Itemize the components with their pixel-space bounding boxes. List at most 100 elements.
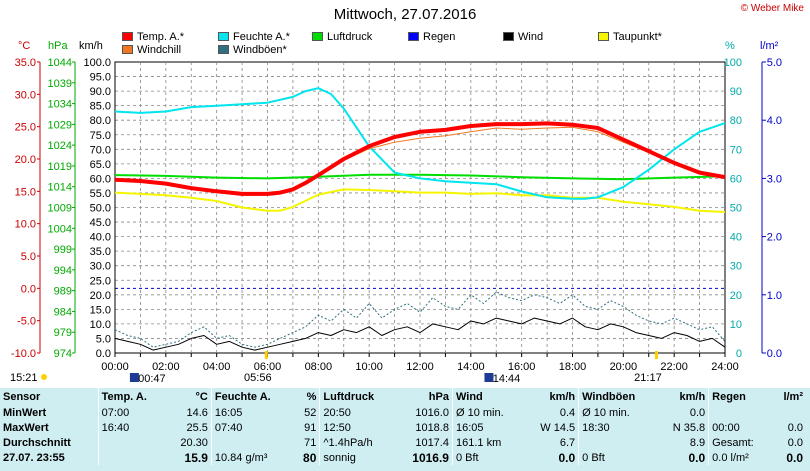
tick-label-wind: 5.0 xyxy=(96,333,111,345)
legend-swatch xyxy=(503,32,514,41)
stats-cell: 0.0 l/m² xyxy=(708,450,773,465)
stats-header-cell: Wind xyxy=(451,388,525,405)
sunrise-marker-label: 05:56 xyxy=(244,372,272,384)
stats-cell: 52 xyxy=(304,406,317,419)
tick-label-wind: 65.0 xyxy=(90,159,111,171)
legend-swatch xyxy=(122,45,133,54)
stats-header-row: Sensor Temp. A. °C Feuchte A.% Luftdruck hPa W… xyxy=(0,388,806,405)
stats-header-cell: l/m² xyxy=(783,390,803,403)
tick-label-humidity: 40 xyxy=(730,232,742,244)
stats-cell: 1017.4 xyxy=(415,436,449,449)
stats-cell xyxy=(708,405,773,420)
stats-cell xyxy=(97,435,167,450)
stats-header-cell: Feuchte A. xyxy=(210,388,294,405)
tick-label-wind: 45.0 xyxy=(90,217,111,229)
stats-cell: 16:05 xyxy=(451,420,525,435)
unit-humidity: % xyxy=(725,40,735,52)
moonrise-marker xyxy=(129,373,139,382)
stats-cell: ^1.4hPa/h xyxy=(319,435,396,450)
stats-header-cell: Temp. A. xyxy=(97,388,167,405)
stats-header-cell: km/h xyxy=(679,390,706,403)
tick-label-pressure: 989 xyxy=(54,286,72,298)
tick-label-pressure: 1044 xyxy=(48,57,72,69)
moonset-marker-label: 14:44 xyxy=(493,373,521,385)
tick-label-rain: 1.0 xyxy=(767,290,782,302)
legend-label: Temp. A.* xyxy=(137,31,185,43)
tick-label-rain: 0.0 xyxy=(767,348,782,360)
stats-cell: 00:00 xyxy=(708,420,773,435)
stats-cell: 14.6 xyxy=(186,406,208,419)
tick-label-humidity: 20 xyxy=(730,290,742,302)
moonset-marker xyxy=(484,373,494,382)
stats-cell xyxy=(772,405,806,420)
tick-label-x: 10:00 xyxy=(355,361,383,373)
stats-cell: 16:05 xyxy=(210,405,294,420)
stats-cell: Ø 10 min. xyxy=(578,405,658,420)
tick-label-rain: 2.0 xyxy=(767,232,782,244)
stats-cell: 0.0 xyxy=(787,421,803,434)
tick-label-humidity: 100 xyxy=(724,57,742,69)
stats-cell: MinWert xyxy=(3,406,47,419)
tick-label-x: 08:00 xyxy=(305,361,333,373)
stats-cell: Ø 10 min. xyxy=(451,405,525,420)
stats-cell: 15.9 xyxy=(184,450,208,465)
stats-cell: 0 Bft xyxy=(451,450,525,465)
tick-label-humidity: 0 xyxy=(736,348,742,360)
stats-cell: Durchschnitt xyxy=(3,436,71,449)
stats-cell: 0.0 xyxy=(787,436,803,449)
stats-cell: 80 xyxy=(303,450,317,465)
tick-label-x: 16:00 xyxy=(508,361,536,373)
moonrise-marker-label: 00:47 xyxy=(138,373,166,385)
legend-item-5: Taupunkt* xyxy=(598,31,662,43)
copyright-label[interactable]: © Weber Mike xyxy=(740,3,804,14)
legend-label: Regen xyxy=(423,31,456,43)
stats-cell: 07:40 xyxy=(210,420,294,435)
stats-cell: 161.1 km xyxy=(451,435,525,450)
unit-temp: °C xyxy=(18,40,31,52)
tick-label-wind: 70.0 xyxy=(90,144,111,156)
tick-label-rain: 3.0 xyxy=(767,173,782,185)
stats-row: Durchschnitt 20.30 71 ^1.4hPa/h 1017.4 161.1 … xyxy=(0,435,806,450)
stats-cell xyxy=(578,435,658,450)
tick-label-temp: 10.0 xyxy=(15,219,36,231)
stats-header-cell: Luftdruck xyxy=(319,388,396,405)
tick-label-wind: 75.0 xyxy=(90,130,111,142)
legend-label: Feuchte A.* xyxy=(233,31,290,43)
stats-cell: 20:50 xyxy=(319,405,396,420)
sunset-marker xyxy=(654,351,658,359)
stats-cell: sonnig xyxy=(319,450,396,465)
tick-label-rain: 4.0 xyxy=(767,115,782,127)
legend-item-7: Windböen* xyxy=(218,44,287,56)
stats-row: MinWert 07:00 14.6 16:05 52 20:50 1016.0 Ø 10 m… xyxy=(0,405,806,420)
stats-cell: W 14.5 xyxy=(540,421,576,434)
stats-cell: 0.4 xyxy=(559,406,576,419)
tick-label-wind: 15.0 xyxy=(90,304,111,316)
tick-label-x: 24:00 xyxy=(711,361,739,373)
legend-swatch xyxy=(598,32,609,41)
stats-cell: 71 xyxy=(304,436,317,449)
tick-label-wind: 20.0 xyxy=(90,290,111,302)
tick-label-temp: -5.0 xyxy=(17,316,36,328)
tick-label-pressure: 1014 xyxy=(48,182,72,194)
tick-label-wind: 25.0 xyxy=(90,275,111,287)
stats-cell: 1018.8 xyxy=(415,421,449,434)
legend-item-2: Luftdruck xyxy=(312,31,372,43)
left-time-label: 15:21 xyxy=(10,372,38,384)
legend-label: Wind xyxy=(518,31,544,43)
stats-header-cell: Regen xyxy=(708,388,773,405)
tick-label-humidity: 60 xyxy=(730,173,742,185)
legend-swatch xyxy=(218,32,229,41)
series-line xyxy=(114,317,726,351)
tick-label-wind: 50.0 xyxy=(90,203,111,215)
tick-label-pressure: 1024 xyxy=(48,140,72,152)
tick-label-humidity: 10 xyxy=(730,319,742,331)
tick-label-wind: 100.0 xyxy=(83,57,111,69)
stats-cell: 0.0 xyxy=(786,450,803,465)
tick-label-pressure: 1004 xyxy=(48,223,72,235)
tick-label-wind: 80.0 xyxy=(90,115,111,127)
legend-swatch xyxy=(312,32,323,41)
stats-header-cell: °C xyxy=(195,390,208,403)
legend-label: Windböen* xyxy=(233,44,287,56)
series-line xyxy=(114,173,726,181)
tick-label-temp: 25.0 xyxy=(15,122,36,134)
